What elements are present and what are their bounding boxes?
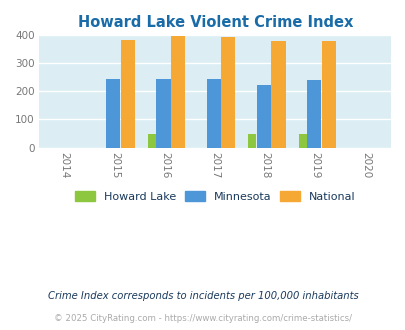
Bar — [156, 79, 170, 148]
Bar — [248, 134, 256, 148]
Bar — [147, 134, 156, 148]
Text: Crime Index corresponds to incidents per 100,000 inhabitants: Crime Index corresponds to incidents per… — [47, 291, 358, 301]
Text: © 2025 CityRating.com - https://www.cityrating.com/crime-statistics/: © 2025 CityRating.com - https://www.city… — [54, 314, 351, 323]
Bar — [321, 41, 335, 148]
Bar — [298, 134, 306, 148]
Legend: Howard Lake, Minnesota, National: Howard Lake, Minnesota, National — [70, 187, 359, 207]
Bar — [206, 80, 220, 148]
Bar — [121, 40, 134, 148]
Bar — [271, 41, 285, 148]
Bar — [306, 81, 320, 148]
Title: Howard Lake Violent Crime Index: Howard Lake Violent Crime Index — [77, 15, 352, 30]
Bar — [171, 36, 185, 148]
Bar — [256, 85, 270, 148]
Bar — [106, 79, 120, 148]
Bar — [221, 37, 235, 148]
